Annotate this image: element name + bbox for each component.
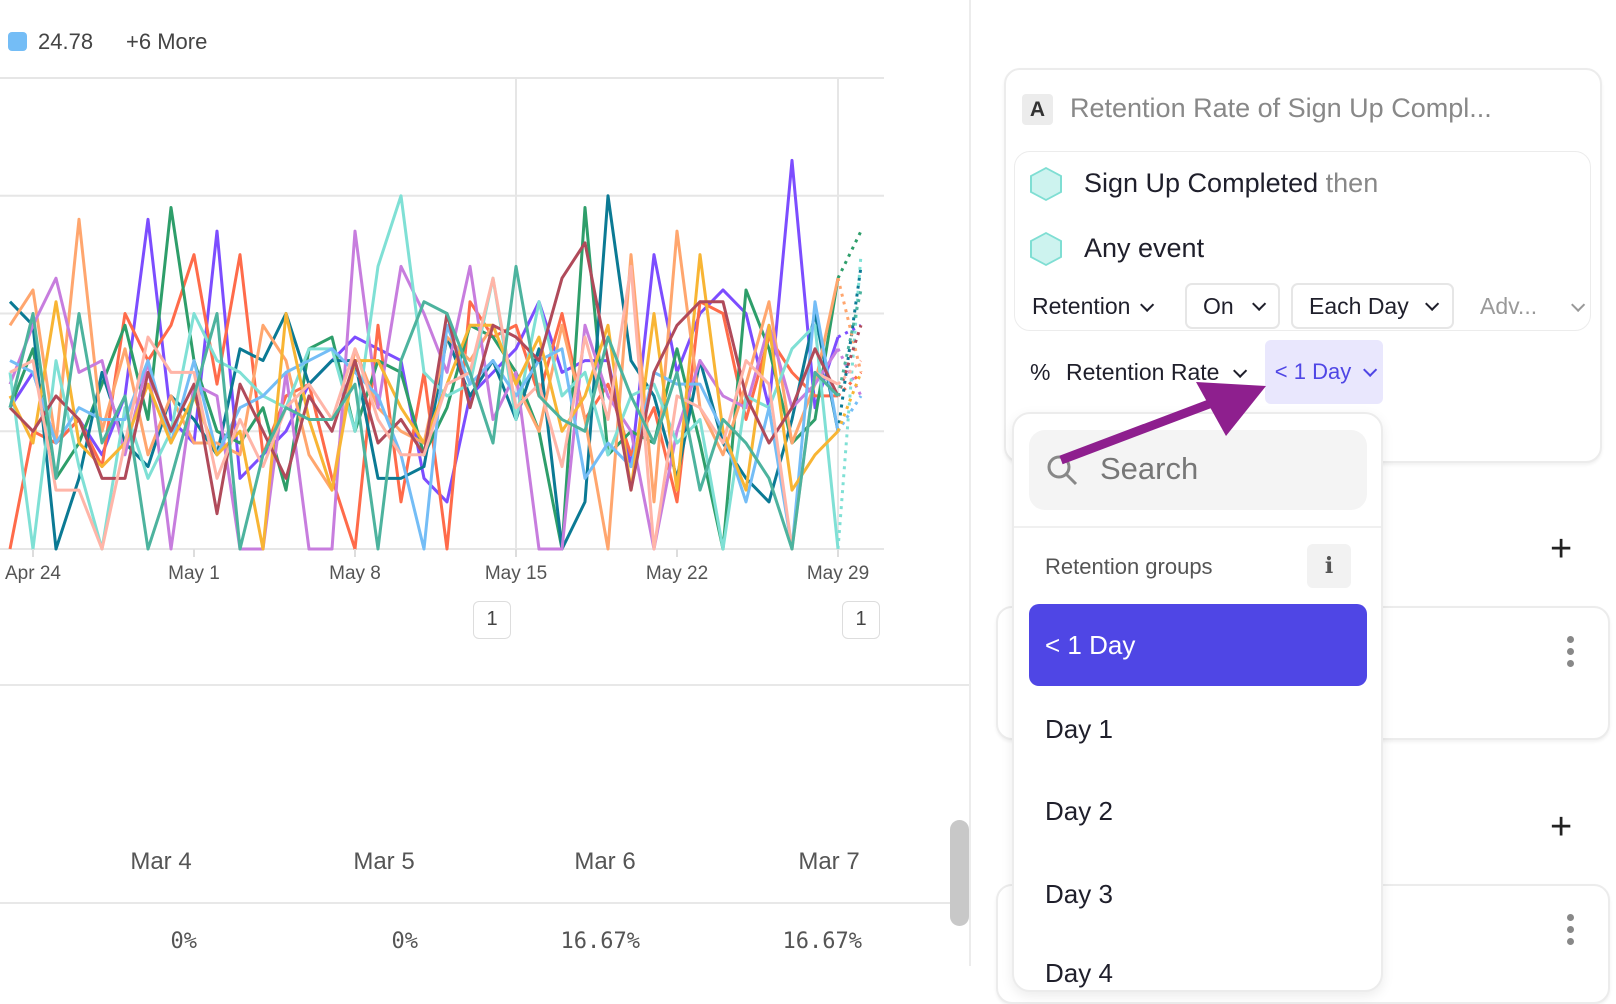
series-partial-6 xyxy=(836,254,863,550)
retention-label: Retention xyxy=(1032,293,1131,319)
add-icon[interactable]: + xyxy=(1550,806,1573,848)
legend-more-button[interactable]: +6 More xyxy=(126,29,208,54)
table-cell: 16.67% xyxy=(560,929,640,954)
bucket-label: < 1 Day xyxy=(1274,359,1352,384)
event-any-event[interactable]: Any event xyxy=(1084,233,1205,263)
series-line-11 xyxy=(8,264,840,551)
metric-title[interactable]: Retention Rate of Sign Up Compl... xyxy=(1070,93,1492,123)
info-icon[interactable]: i xyxy=(1307,544,1351,588)
event-suffix: then xyxy=(1325,168,1379,198)
x-tick-label: May 1 xyxy=(168,563,220,584)
event-sign-up-completed[interactable]: Sign Up Completed then xyxy=(1084,168,1378,199)
series-line-8 xyxy=(8,253,840,551)
option-day-1[interactable]: Day 1 xyxy=(1045,714,1113,744)
series-partial-8 xyxy=(836,371,863,432)
series-partial-2 xyxy=(836,230,863,279)
divider xyxy=(0,684,969,686)
section-label: Retention groups xyxy=(1045,554,1213,579)
annotation-marker[interactable]: 1 xyxy=(842,601,880,639)
advanced-label: Adv... xyxy=(1480,293,1538,319)
legend-value: 24.78 xyxy=(38,29,94,54)
series-partial-10 xyxy=(836,359,863,386)
series-partial-4 xyxy=(836,277,863,373)
series-partial-3 xyxy=(836,266,863,432)
more-options-icon[interactable] xyxy=(1567,636,1574,672)
x-tick-label: May 22 xyxy=(645,563,709,584)
x-tick-label: May 8 xyxy=(329,563,381,584)
retention-type-dropdown[interactable]: Retention xyxy=(1032,293,1155,320)
more-options-icon[interactable] xyxy=(1567,914,1574,950)
search-placeholder: Search xyxy=(1100,451,1199,486)
add-icon[interactable]: + xyxy=(1550,528,1573,570)
series-partial-11 xyxy=(836,289,863,397)
series-line-6 xyxy=(8,194,840,551)
series-line-7 xyxy=(9,300,840,551)
each-day-label: Each Day xyxy=(1309,292,1409,319)
table-header: Mar 7 xyxy=(798,848,860,875)
annotation-arrow-icon xyxy=(1059,382,1266,465)
divider xyxy=(0,902,950,904)
table-cell: 16.67% xyxy=(782,929,862,954)
event-name: Sign Up Completed xyxy=(1084,168,1319,198)
search-input[interactable] xyxy=(1029,430,1367,510)
divider xyxy=(1014,526,1381,528)
option-day-3[interactable]: Day 3 xyxy=(1045,879,1113,909)
option-day-2[interactable]: Day 2 xyxy=(1045,796,1113,826)
x-tick-label: May 29 xyxy=(806,563,870,584)
legend-swatch xyxy=(8,32,27,51)
table-header: Mar 6 xyxy=(574,848,636,875)
retention-bucket-dropdown[interactable]: < 1 Day xyxy=(1265,340,1383,404)
advanced-dropdown[interactable]: Adv... xyxy=(1480,293,1586,320)
events-card xyxy=(1014,151,1591,331)
annotation-marker[interactable]: 1 xyxy=(473,601,511,639)
table-header: Mar 4 xyxy=(130,848,192,875)
event-hexagon-icon xyxy=(1030,167,1062,201)
retention-line-chart xyxy=(0,77,884,557)
panel-divider xyxy=(969,0,971,966)
event-hexagon-icon xyxy=(1030,232,1062,266)
series-partial-1 xyxy=(836,371,863,397)
on-label: On xyxy=(1203,292,1234,319)
on-dropdown[interactable]: On xyxy=(1185,283,1280,329)
scrollbar-thumb[interactable] xyxy=(950,820,969,926)
measure-label: Retention Rate xyxy=(1066,359,1220,385)
x-tick-label: May 15 xyxy=(484,563,548,584)
series-line-10 xyxy=(9,264,839,551)
measure-dropdown[interactable]: Retention Rate xyxy=(1066,359,1248,386)
table-cell: 0% xyxy=(170,929,198,954)
x-tick-label: Apr 24 xyxy=(5,563,61,584)
percent-icon: % xyxy=(1030,359,1051,385)
option-less-than-1-day[interactable]: < 1 Day xyxy=(1029,604,1367,686)
search-icon xyxy=(1047,455,1078,486)
table-header: Mar 5 xyxy=(353,848,415,875)
table-cell: 0% xyxy=(391,929,419,954)
metric-letter-badge: A xyxy=(1022,94,1053,125)
each-day-dropdown[interactable]: Each Day xyxy=(1291,283,1454,329)
